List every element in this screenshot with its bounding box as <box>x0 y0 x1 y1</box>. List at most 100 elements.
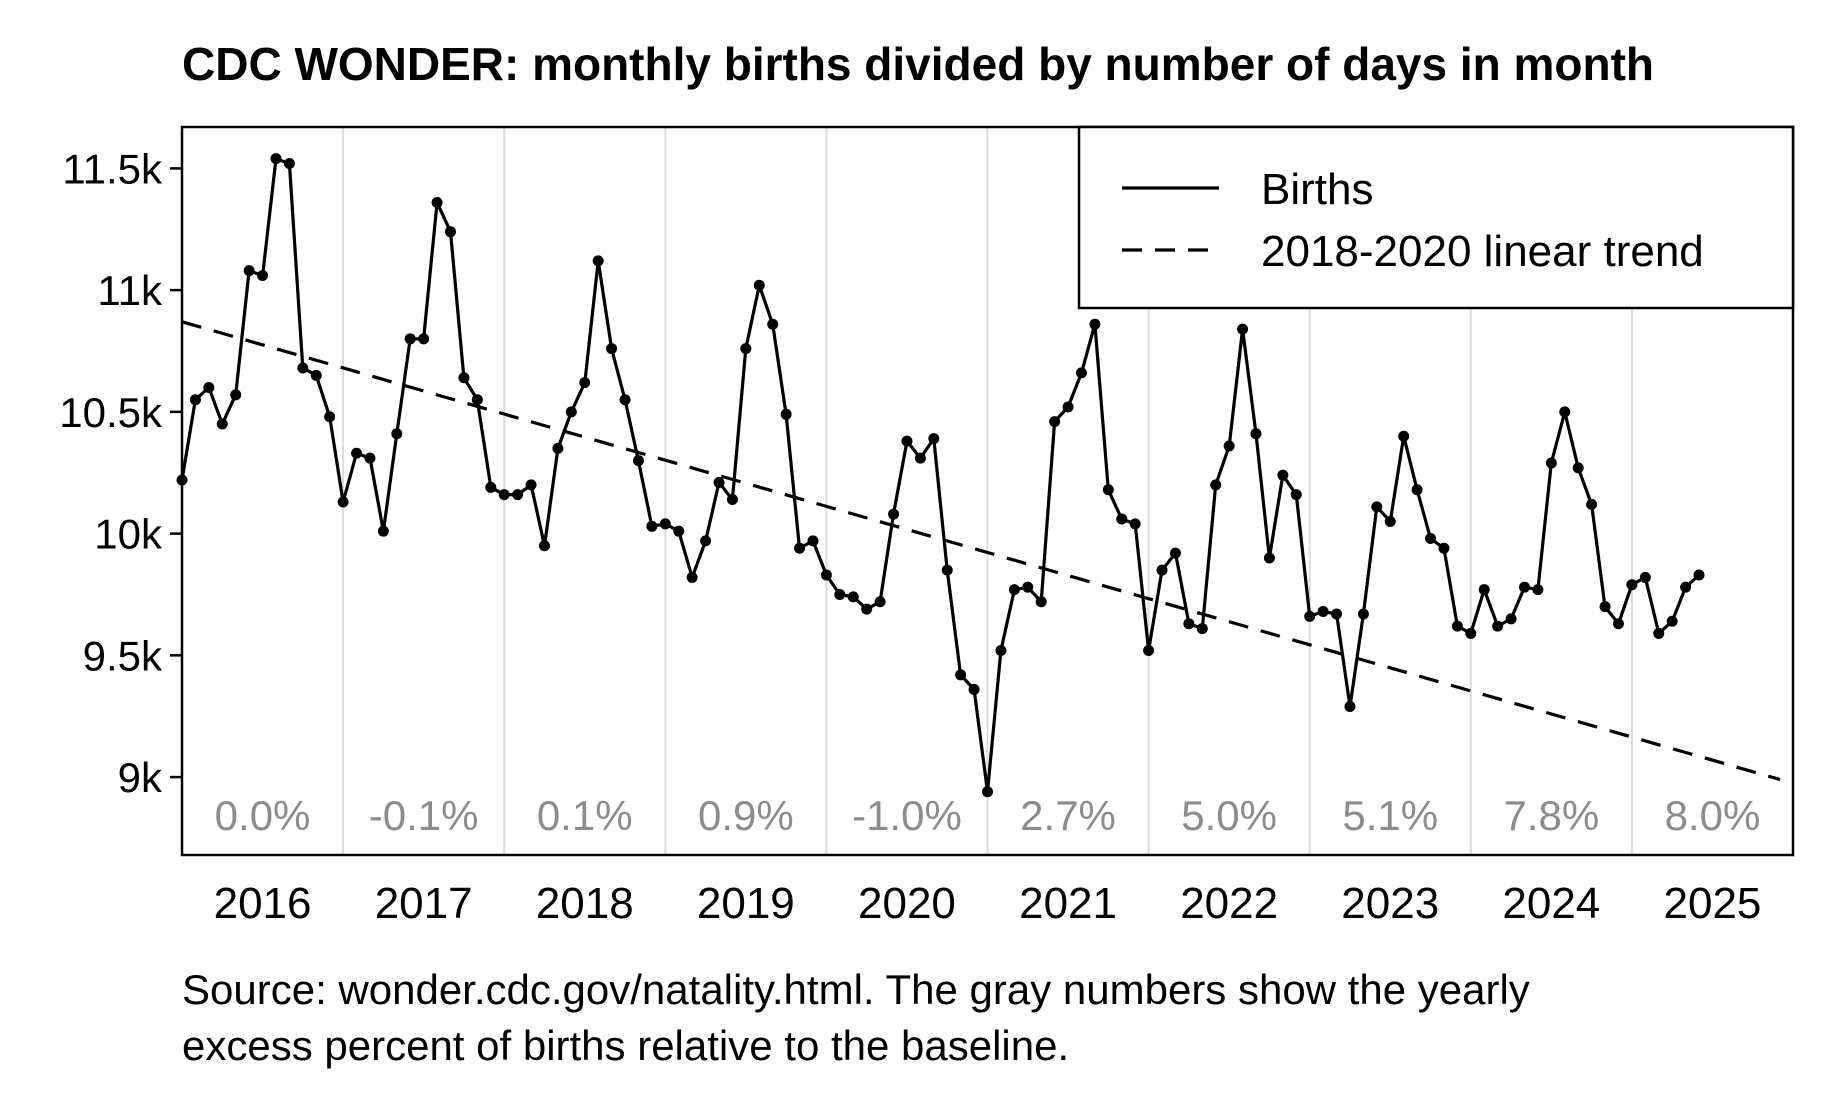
births-point <box>565 406 577 418</box>
y-tick-label: 9k <box>118 754 163 801</box>
births-point <box>1156 564 1168 576</box>
births-point <box>874 596 886 608</box>
births-point <box>230 389 242 401</box>
births-point <box>968 683 980 695</box>
births-point <box>780 408 792 420</box>
births-point <box>1425 532 1437 544</box>
births-point <box>1331 608 1343 620</box>
births-point <box>928 433 940 445</box>
births-point <box>700 535 712 547</box>
births-point <box>1586 498 1598 510</box>
legend-label: Births <box>1261 165 1373 214</box>
births-point <box>552 442 564 454</box>
births-point <box>646 520 658 532</box>
y-tick-label: 9.5k <box>83 632 163 679</box>
births-point <box>673 525 685 537</box>
births-point <box>1639 571 1651 583</box>
births-point <box>1532 584 1544 596</box>
births-point <box>1572 462 1584 474</box>
births-point <box>337 496 349 508</box>
births-point <box>538 540 550 552</box>
births-point <box>1116 513 1128 525</box>
births-point <box>1022 581 1034 593</box>
births-point <box>203 382 215 394</box>
yearly-excess-label: 8.0% <box>1665 792 1761 839</box>
births-point <box>1451 620 1463 632</box>
births-point <box>283 158 295 170</box>
x-tick-label: 2019 <box>697 879 795 928</box>
x-axis: 2016 2017 2018 2019 2020 2021 2022 2023 2024 2025 <box>214 879 1762 928</box>
series-layer <box>180 157 1701 794</box>
births-point <box>1653 627 1665 639</box>
births-point <box>216 418 228 430</box>
births-point <box>377 525 389 537</box>
births-point <box>404 333 416 345</box>
births-point <box>1559 406 1571 418</box>
births-point <box>498 489 510 501</box>
yearly-excess-labels: 0.0% -0.1% 0.1% 0.9% -1.0% 2.7% 5.0% 5.1% 7.8% 8.… <box>215 792 1761 839</box>
x-tick-label: 2020 <box>858 879 956 928</box>
births-point <box>686 571 698 583</box>
births-point <box>1169 547 1181 559</box>
yearly-excess-label: 5.0% <box>1181 792 1277 839</box>
births-point <box>888 508 900 520</box>
births-point <box>1049 416 1061 428</box>
births-point <box>351 447 363 459</box>
yearly-excess-label: 0.0% <box>215 792 311 839</box>
births-point <box>659 518 671 530</box>
yearly-excess-label: -0.1% <box>369 792 479 839</box>
yearly-excess-label: 0.9% <box>698 792 794 839</box>
births-point <box>955 669 967 681</box>
births-point <box>1626 579 1638 591</box>
x-tick-label: 2025 <box>1664 879 1762 928</box>
births-point <box>471 394 483 406</box>
births-point <box>941 564 953 576</box>
plot-frame <box>180 125 1795 857</box>
births-point <box>1344 700 1356 712</box>
births-point <box>364 452 376 464</box>
births-point <box>525 479 537 491</box>
births-point <box>1666 615 1678 627</box>
births-point <box>1384 515 1396 527</box>
births-point <box>982 786 993 798</box>
yearly-excess-label: 0.1% <box>537 792 633 839</box>
births-point <box>592 255 604 267</box>
births-point <box>1210 479 1222 491</box>
births-point <box>270 153 282 165</box>
births-point <box>485 481 497 493</box>
births-point <box>418 333 430 345</box>
legend-box <box>1077 125 1795 310</box>
x-tick-label: 2023 <box>1341 879 1439 928</box>
births-point <box>1519 581 1530 593</box>
births-point <box>1250 428 1262 440</box>
births-point <box>632 455 644 467</box>
trend-line <box>181 320 1781 782</box>
births-point <box>1545 457 1557 469</box>
data-points <box>176 153 1705 798</box>
x-tick-label: 2017 <box>375 879 473 928</box>
births-point <box>1693 569 1705 581</box>
births-point <box>861 603 873 615</box>
births-point <box>1478 584 1490 596</box>
births-point <box>189 394 201 406</box>
births-point <box>579 377 591 389</box>
births-point <box>1492 620 1504 632</box>
caption: Source: wonder.cdc.gov/natality.html. Th… <box>182 966 1530 1069</box>
births-point <box>1317 606 1329 618</box>
legend: Births 2018-2020 linear trend <box>1077 125 1795 310</box>
births-point <box>834 588 846 600</box>
births-point <box>458 372 470 384</box>
births-point <box>1465 627 1477 639</box>
caption-line: Source: wonder.cdc.gov/natality.html. Th… <box>182 966 1530 1013</box>
births-point <box>1438 542 1450 554</box>
y-tick-label: 10.5k <box>59 389 163 436</box>
y-tick-label: 11k <box>97 267 163 314</box>
births-point <box>1237 323 1249 335</box>
births-point <box>726 494 738 506</box>
births-point <box>1183 618 1195 630</box>
births-point <box>1304 610 1316 622</box>
trend-layer <box>181 320 1781 782</box>
births-point <box>807 535 819 547</box>
births-point <box>606 343 618 355</box>
